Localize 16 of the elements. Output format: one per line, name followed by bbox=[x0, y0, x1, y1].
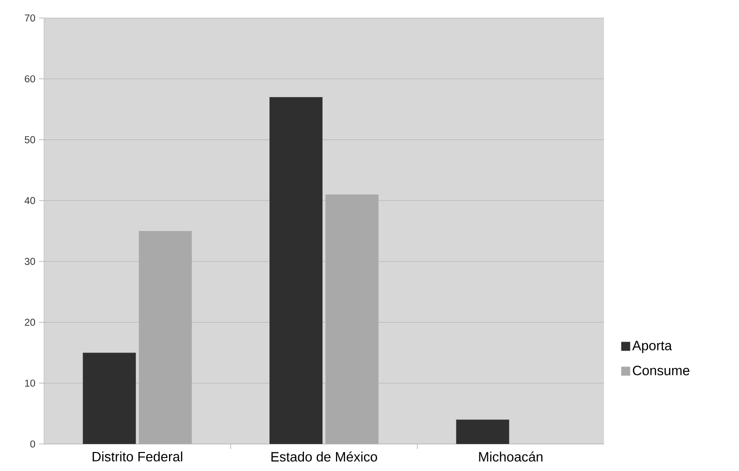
y-tick-label: 70 bbox=[24, 14, 36, 22]
y-tick-label: 20 bbox=[24, 318, 36, 326]
bar bbox=[82, 352, 136, 444]
y-tick-label: 60 bbox=[24, 75, 36, 82]
legend-label: Consume bbox=[632, 366, 690, 376]
y-tick-label: 10 bbox=[25, 380, 36, 387]
y-tick-label: 30 bbox=[24, 258, 36, 265]
bar bbox=[456, 420, 510, 444]
y-tick-label: 50 bbox=[24, 136, 36, 144]
legend-label: Aporta bbox=[632, 340, 672, 354]
x-tick-label: Estado de México bbox=[271, 452, 378, 462]
y-tick-label: 0 bbox=[30, 440, 36, 448]
x-tick-label: Distrito Federal bbox=[92, 452, 182, 462]
x-tick-label: Michoacán bbox=[479, 452, 542, 462]
bar bbox=[270, 97, 323, 444]
y-tick-label: 40 bbox=[24, 197, 36, 204]
